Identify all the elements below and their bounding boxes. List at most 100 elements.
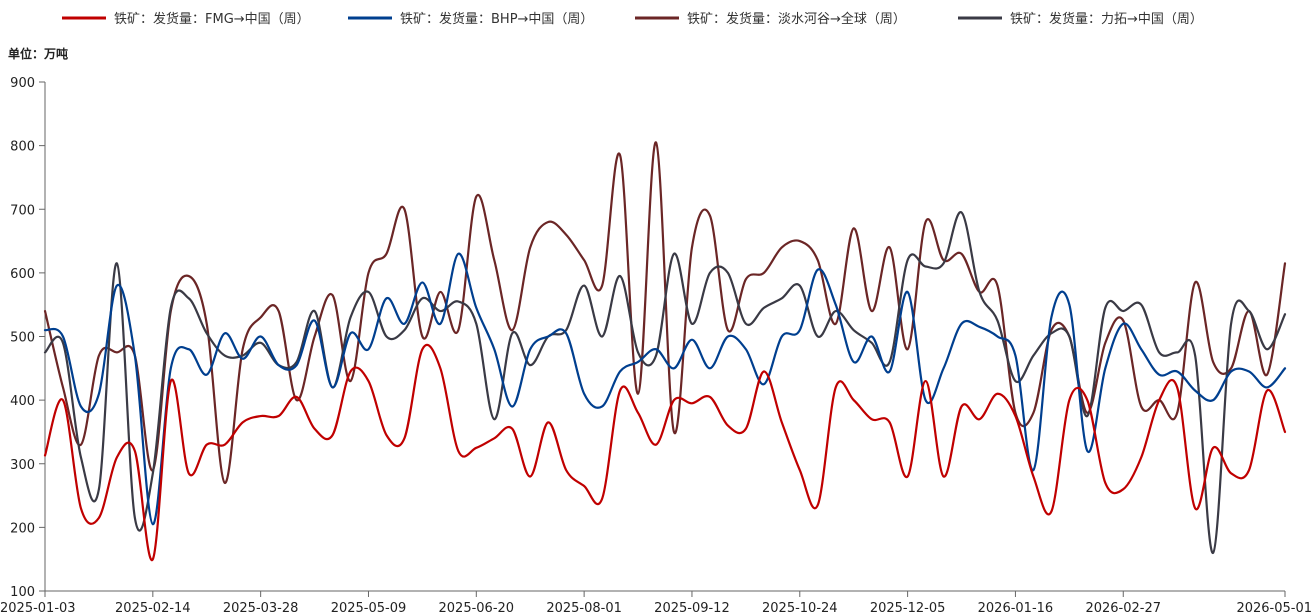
data-point [907, 348, 909, 350]
x-tick-label: 2026-02-27 [1085, 601, 1161, 614]
data-point [116, 351, 118, 354]
data-point [1212, 399, 1214, 401]
data-point [583, 285, 585, 287]
series-group [43, 141, 1287, 561]
data-point [924, 380, 927, 382]
data-point [1140, 456, 1142, 458]
data-point [853, 399, 855, 401]
data-point [331, 294, 334, 296]
data-point [871, 418, 873, 420]
data-point [1266, 386, 1268, 388]
data-point [619, 275, 621, 277]
data-point [349, 332, 352, 334]
data-point [1176, 386, 1178, 388]
data-point [673, 253, 675, 255]
data-point [727, 329, 729, 331]
data-point [1284, 313, 1286, 315]
data-point [224, 444, 226, 446]
data-point [1248, 310, 1250, 312]
data-point [709, 367, 711, 369]
data-point [1104, 482, 1106, 484]
data-point [260, 335, 262, 338]
data-point [295, 396, 298, 398]
data-point [1140, 348, 1142, 350]
data-point [565, 469, 567, 471]
data-point [709, 215, 711, 217]
data-point [673, 367, 675, 369]
y-tick-label: 100 [10, 585, 35, 600]
data-point [942, 475, 945, 478]
data-point [98, 354, 100, 357]
data-point [421, 335, 423, 338]
data-point [1230, 472, 1232, 474]
data-point [439, 367, 441, 369]
y-tick-label: 300 [10, 458, 35, 473]
data-point [655, 354, 657, 357]
data-point [1140, 304, 1142, 306]
data-point [295, 364, 298, 366]
data-point [457, 253, 459, 255]
data-point [727, 335, 729, 338]
data-point [1104, 307, 1106, 309]
data-point [385, 434, 388, 436]
data-point [295, 399, 298, 401]
data-point [853, 361, 855, 363]
data-point [601, 498, 603, 500]
data-point [529, 348, 531, 350]
data-point [116, 285, 118, 287]
data-point [889, 370, 891, 373]
data-point [960, 253, 963, 255]
data-point [475, 195, 477, 198]
data-point [799, 240, 801, 242]
data-point [1104, 342, 1106, 344]
y-tick-label: 600 [10, 267, 35, 282]
data-point [924, 265, 927, 268]
data-point [1014, 415, 1017, 417]
data-point [871, 310, 873, 312]
legend-label: 铁矿：发货量：力拓→中国（周） [1010, 11, 1203, 27]
data-point [619, 370, 621, 373]
data-point [601, 335, 603, 338]
data-point [960, 405, 963, 408]
data-point [1212, 552, 1214, 554]
data-point [260, 316, 262, 319]
data-point [1086, 412, 1088, 414]
data-point [1068, 335, 1070, 338]
data-point [745, 348, 747, 350]
data-point [745, 428, 747, 430]
data-point [1212, 361, 1214, 363]
data-point [62, 342, 64, 344]
data-point [691, 339, 693, 341]
data-point [385, 335, 388, 338]
data-point [835, 310, 837, 312]
x-tick-label: 2025-10-24 [762, 601, 838, 614]
data-point [511, 405, 513, 408]
data-point [403, 437, 406, 439]
data-point [1014, 354, 1017, 357]
x-tick-label: 2026-01-16 [978, 601, 1054, 614]
data-point [637, 361, 639, 363]
data-point [403, 323, 406, 325]
data-point [206, 332, 208, 334]
data-point [817, 335, 819, 338]
data-point [367, 380, 370, 382]
data-point [1140, 405, 1142, 408]
data-point [1122, 319, 1124, 322]
data-point [853, 227, 855, 229]
data-point [763, 272, 765, 274]
data-point [1050, 329, 1052, 331]
data-point [709, 396, 711, 398]
y-tick-label: 800 [10, 140, 35, 155]
data-point [385, 253, 388, 255]
data-point [1284, 431, 1286, 433]
data-point [547, 335, 549, 338]
data-point [1230, 370, 1232, 373]
data-point [1194, 389, 1196, 392]
series-3 [43, 211, 1287, 554]
legend-label: 铁矿：发货量：FMG→中国（周） [114, 11, 310, 27]
data-point [206, 444, 208, 446]
data-point [206, 374, 208, 376]
data-point [889, 246, 891, 249]
data-point [206, 323, 208, 325]
data-point [1266, 389, 1268, 392]
